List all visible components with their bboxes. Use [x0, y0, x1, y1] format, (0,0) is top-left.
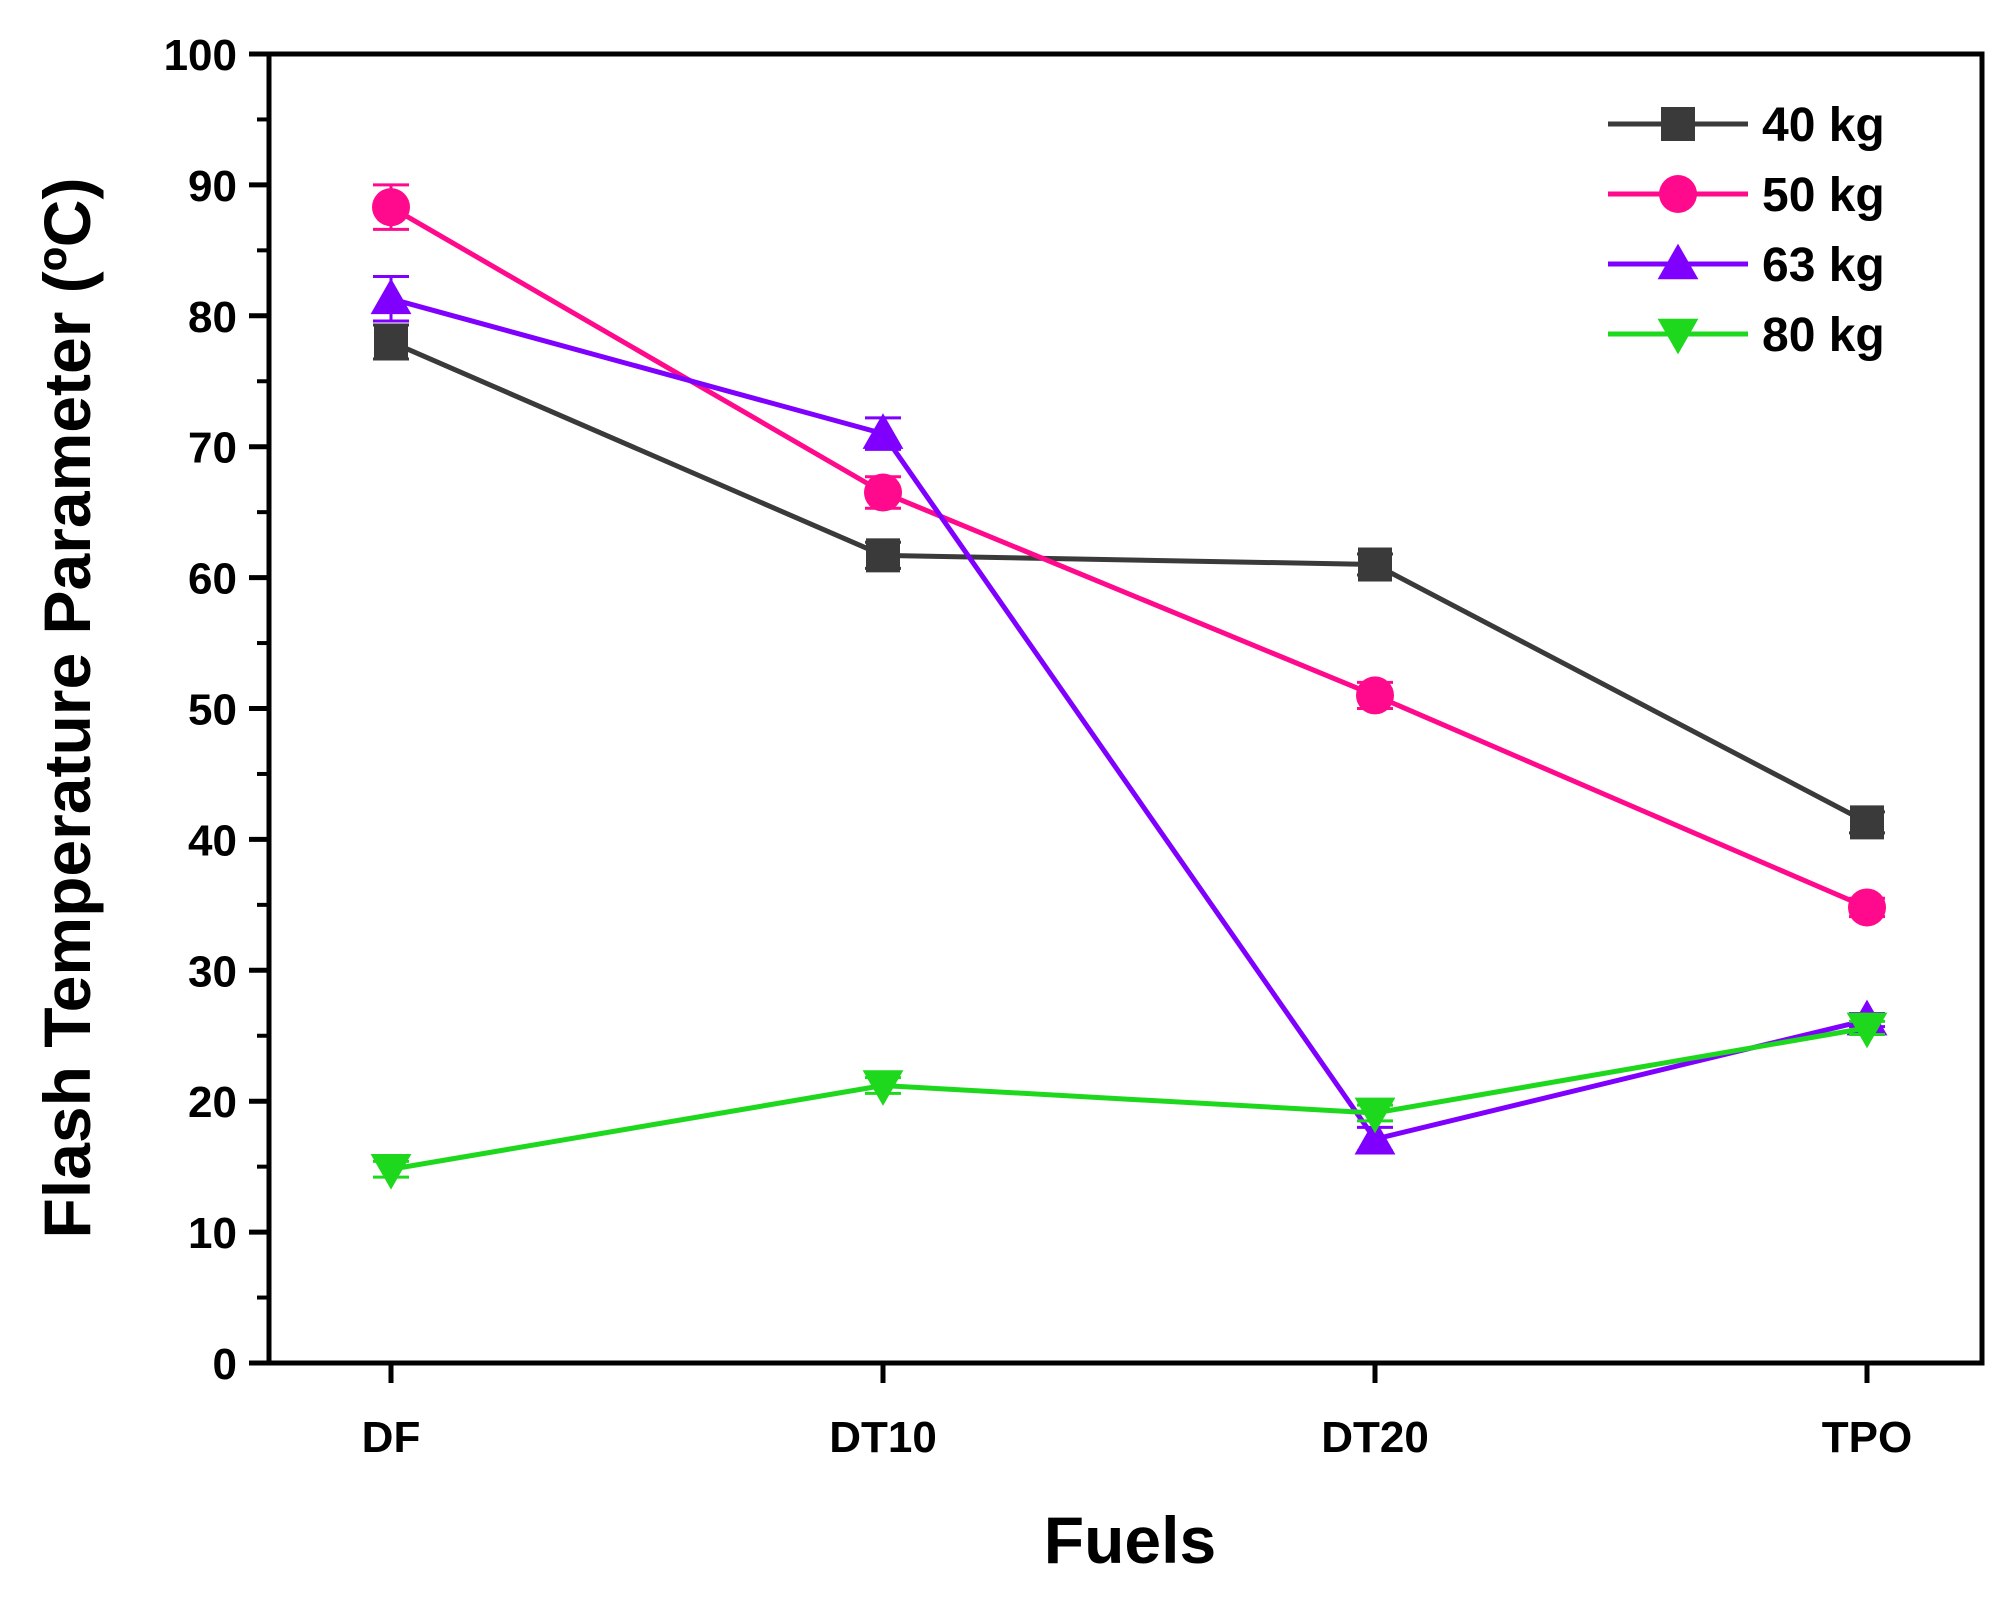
- y-tick-label: 0: [213, 1340, 237, 1389]
- y-tick-label: 70: [188, 424, 237, 473]
- y-tick-label: 50: [188, 686, 237, 735]
- legend-marker: [1659, 175, 1697, 213]
- series-50-kg: [372, 183, 1886, 927]
- y-tick-label: 80: [188, 293, 237, 342]
- y-tick-label: 40: [188, 816, 237, 865]
- data-point: [1358, 547, 1392, 582]
- x-tick-label: DT10: [829, 1413, 937, 1462]
- data-point: [866, 538, 900, 573]
- plot-frame: [266, 51, 1985, 1366]
- series-line: [390, 1025, 1868, 1172]
- data-point: [862, 1070, 904, 1106]
- legend-item: 63 kg: [1608, 239, 1885, 292]
- data-point: [1846, 1012, 1888, 1049]
- x-tick-label: TPO: [1822, 1413, 1912, 1462]
- x-axis-title: Fuels: [1044, 1503, 1216, 1577]
- series-line: [390, 296, 1868, 1142]
- x-tick-label: DF: [362, 1413, 421, 1462]
- data-point: [1850, 805, 1884, 840]
- legend-item: 80 kg: [1608, 309, 1885, 362]
- y-tick-label: 10: [188, 1209, 237, 1258]
- y-tick-label: 30: [188, 947, 237, 996]
- y-tick-label: 100: [164, 31, 237, 80]
- series-line: [389, 204, 1868, 910]
- legend-label: 40 kg: [1762, 99, 1885, 152]
- series-line: [390, 339, 1869, 825]
- y-tick-label: 20: [188, 1078, 237, 1127]
- legend-item: 50 kg: [1608, 169, 1885, 222]
- y-axis-title: Flash Temperature Parameter (ºC): [30, 178, 104, 1239]
- data-point: [374, 324, 408, 359]
- legend-label: 50 kg: [1762, 169, 1885, 222]
- data-point: [1354, 1118, 1396, 1155]
- data-point: [1356, 676, 1394, 715]
- data-point: [1848, 888, 1886, 927]
- legend-marker: [1657, 318, 1699, 355]
- data-point: [370, 278, 412, 315]
- data-point: [862, 413, 904, 449]
- data-point: [372, 188, 410, 227]
- y-tick-label: 90: [188, 162, 237, 211]
- series-layer: [370, 183, 1888, 1190]
- legend-marker: [1661, 107, 1695, 141]
- data-point: [370, 1153, 412, 1190]
- series-40-kg: [373, 323, 1885, 840]
- y-axis-ticks: 0 10 20 30 40 50 60 70 80 90 100: [164, 31, 269, 1389]
- legend-label: 80 kg: [1762, 309, 1885, 362]
- data-point: [864, 473, 902, 512]
- x-axis-ticks: DF DT10 DT20 TPO: [362, 1363, 1912, 1462]
- legend-label: 63 kg: [1762, 239, 1885, 292]
- y-tick-label: 60: [188, 555, 237, 604]
- x-tick-label: DT20: [1321, 1413, 1429, 1462]
- data-point: [1354, 1097, 1396, 1134]
- legend: 40 kg 50 kg 63 kg 80 kg: [1608, 99, 1885, 362]
- legend-marker: [1657, 243, 1699, 280]
- legend-item: 40 kg: [1608, 99, 1885, 152]
- series-80-kg: [370, 1012, 1888, 1190]
